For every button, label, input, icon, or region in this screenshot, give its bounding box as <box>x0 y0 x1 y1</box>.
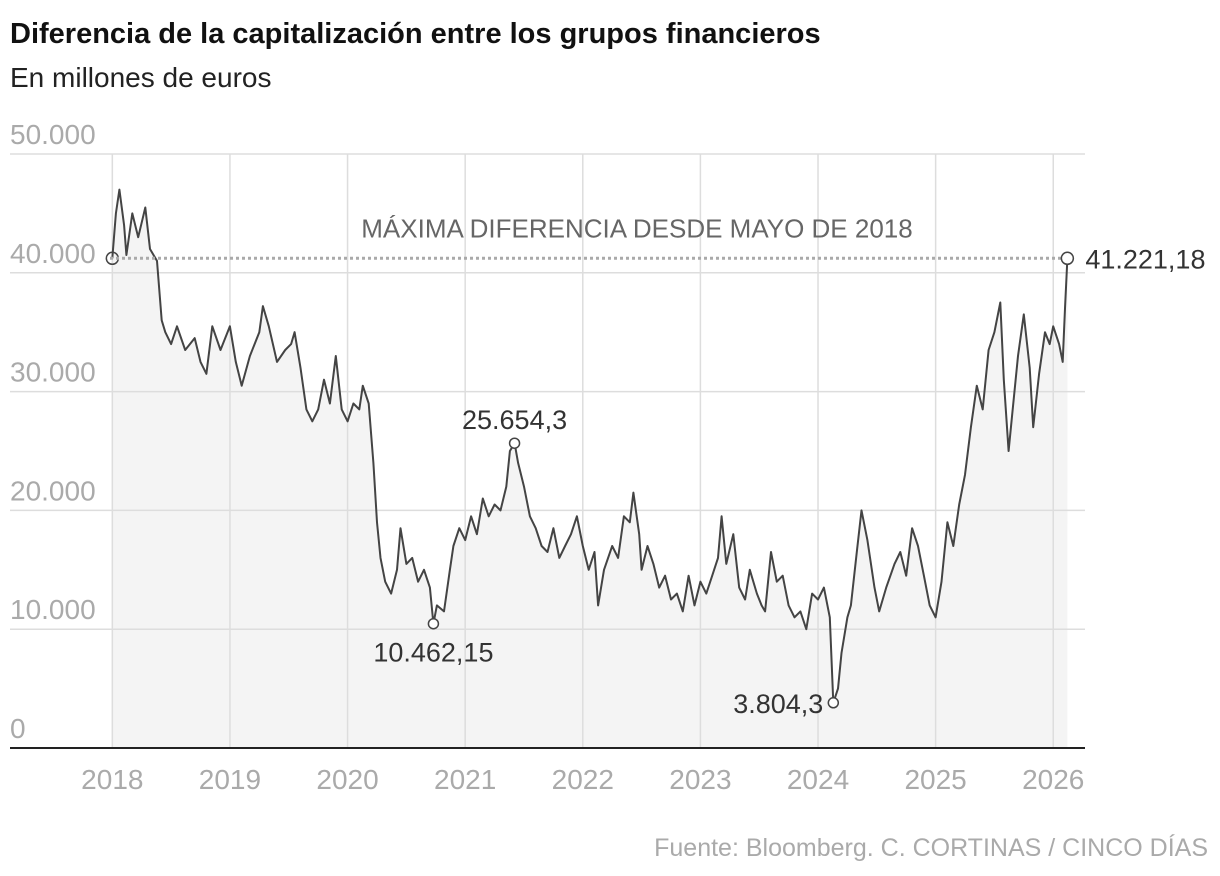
y-tick-label: 40.000 <box>10 238 96 269</box>
annotation-point <box>508 437 521 449</box>
y-tick-label: 20.000 <box>10 475 96 506</box>
annotation-point <box>427 617 440 630</box>
annotation-label: 10.462,15 <box>373 638 493 668</box>
y-tick-label: 30.000 <box>10 357 96 388</box>
y-tick-label: 50.000 <box>10 119 96 150</box>
annotation-label: 3.804,3 <box>733 689 823 719</box>
y-tick-label: 10.000 <box>10 594 96 625</box>
line <box>111 188 1069 704</box>
x-tick-label: 2023 <box>669 764 731 795</box>
x-tick-label: 2021 <box>434 764 496 795</box>
x-tick-label: 2019 <box>199 764 261 795</box>
annotation-label: 41.221,18 <box>1085 244 1205 274</box>
x-tick-label: 2020 <box>316 764 378 795</box>
x-tick-label: 2018 <box>81 764 143 795</box>
x-tick-label: 2025 <box>904 764 966 795</box>
x-tick-label: 2024 <box>787 764 849 795</box>
chart-subtitle: En millones de euros <box>10 62 271 93</box>
area <box>112 189 1068 749</box>
y-tick-label: 0 <box>10 713 26 744</box>
x-tick-label: 2022 <box>552 764 614 795</box>
source: Fuente: Bloomberg. C. CORTINAS / CINCO D… <box>654 833 1208 862</box>
annotation-label: 25.654,3 <box>462 405 567 435</box>
chart-title: Diferencia de la capitalización entre lo… <box>10 18 821 50</box>
annotation-point <box>827 697 840 709</box>
annotation-point <box>1060 251 1075 266</box>
reference-label: MÁXIMA DIFERENCIA DESDE MAYO DE 2018 <box>361 213 912 243</box>
x-tick-label: 2026 <box>1022 764 1084 795</box>
